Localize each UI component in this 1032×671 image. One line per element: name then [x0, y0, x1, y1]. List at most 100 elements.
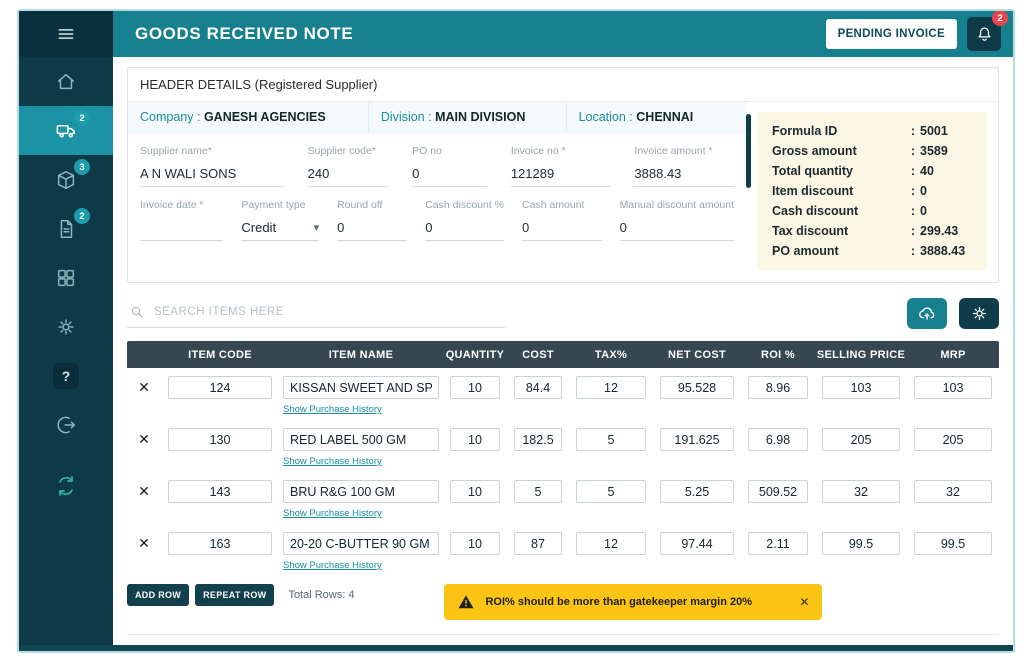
document-icon [55, 218, 77, 240]
sidebar-item-apps[interactable] [19, 253, 113, 302]
sidebar-item-settings[interactable] [19, 302, 113, 351]
sidebar-item-home[interactable] [19, 57, 113, 106]
roi-cell[interactable] [748, 376, 808, 399]
table-row: ✕ Show Purchase History [127, 524, 999, 576]
selling-price-cell[interactable] [822, 532, 900, 555]
company-row: Company : GANESH AGENCIES Division : MAI… [128, 102, 746, 133]
hamburger-menu-button[interactable] [19, 11, 113, 57]
fields-row-1: Supplier name* Supplier code* PO no [128, 133, 746, 187]
roi-cell[interactable] [748, 532, 808, 555]
sidebar-item-goods-received[interactable]: 2 [19, 106, 113, 155]
tax-cell[interactable] [576, 480, 646, 503]
table-row: ✕ Show Purchase History [127, 472, 999, 524]
cloud-upload-button[interactable] [907, 298, 947, 329]
search-row [127, 298, 999, 329]
col-cost: COST [522, 348, 554, 361]
formula-value: 40 [920, 164, 934, 178]
mrp-cell[interactable] [914, 532, 992, 555]
net-cost-cell[interactable] [660, 376, 734, 399]
formula-separator: : [910, 144, 916, 158]
mrp-cell[interactable] [914, 428, 992, 451]
tax-cell[interactable] [576, 376, 646, 399]
cost-cell[interactable] [514, 428, 562, 451]
supplier-code-label: Supplier code* [307, 145, 376, 157]
selling-price-cell[interactable] [822, 480, 900, 503]
col-item-name: ITEM NAME [328, 348, 394, 361]
delete-row-icon[interactable]: ✕ [138, 535, 150, 551]
po-no-field[interactable] [412, 164, 487, 187]
payment-type-value: Credit [241, 220, 277, 235]
cost-cell[interactable] [514, 480, 562, 503]
item-name-cell[interactable] [283, 376, 439, 399]
division-value: MAIN DIVISION [435, 110, 526, 124]
delete-row-icon[interactable]: ✕ [138, 431, 150, 447]
table-settings-button[interactable] [959, 298, 999, 329]
company-value: GANESH AGENCIES [203, 110, 326, 124]
quantity-cell[interactable] [450, 428, 500, 451]
show-purchase-history-link[interactable]: Show Purchase History [283, 560, 382, 571]
supplier-name-field[interactable] [140, 164, 284, 187]
item-name-cell[interactable] [283, 532, 439, 555]
net-cost-cell[interactable] [660, 428, 734, 451]
repeat-row-button[interactable]: REPEAT ROW [195, 584, 275, 606]
search-items-input[interactable] [154, 306, 503, 318]
item-name-cell[interactable] [283, 480, 439, 503]
cost-cell[interactable] [514, 532, 562, 555]
item-name-cell[interactable] [283, 428, 439, 451]
cash-discount-pct-field[interactable] [425, 218, 505, 241]
sidebar-item-sync[interactable] [19, 461, 113, 510]
show-purchase-history-link[interactable]: Show Purchase History [283, 456, 382, 467]
invoice-amount-field[interactable] [634, 164, 734, 187]
window-bottom-edge [19, 645, 1013, 651]
caret-down-icon: ▾ [313, 222, 320, 234]
roi-cell[interactable] [748, 428, 808, 451]
invoice-date-field[interactable] [140, 218, 224, 241]
quantity-cell[interactable] [450, 376, 500, 399]
gear-icon [970, 304, 989, 323]
item-code-cell[interactable] [168, 532, 272, 555]
sidebar-item-purchase[interactable]: 3 [19, 155, 113, 204]
formula-label: Total quantity [772, 164, 854, 178]
selling-price-cell[interactable] [822, 428, 900, 451]
formula-label: Gross amount [772, 144, 857, 158]
po-no-label: PO no [412, 145, 442, 157]
close-icon[interactable]: ✕ [799, 595, 810, 609]
payment-type-select[interactable]: Credit ▾ [241, 218, 320, 241]
delete-row-icon[interactable]: ✕ [138, 483, 150, 499]
manual-discount-field[interactable] [619, 218, 735, 241]
supplier-code-field[interactable] [307, 164, 389, 187]
table-header-row: ITEM CODE ITEM NAME QUANTITY COST TAX% N… [127, 341, 999, 368]
tax-cell[interactable] [576, 532, 646, 555]
item-code-cell[interactable] [168, 428, 272, 451]
invoice-no-field[interactable] [510, 164, 611, 187]
item-code-cell[interactable] [168, 376, 272, 399]
cash-amount-field[interactable] [522, 218, 602, 241]
formula-separator: : [910, 224, 916, 238]
sidebar-item-logout[interactable] [19, 400, 113, 449]
roi-cell[interactable] [748, 480, 808, 503]
sidebar-item-invoice[interactable]: 2 [19, 204, 113, 253]
item-code-cell[interactable] [168, 480, 272, 503]
col-tax: TAX% [594, 348, 628, 361]
delete-row-icon[interactable]: ✕ [138, 379, 150, 395]
formula-separator: : [910, 244, 916, 258]
app-window: 2 3 2 ? [17, 9, 1015, 653]
round-off-field[interactable] [337, 218, 408, 241]
mrp-cell[interactable] [914, 480, 992, 503]
home-icon [55, 71, 77, 93]
scrollbar-thumb[interactable] [746, 114, 751, 188]
pending-invoice-button[interactable]: PENDING INVOICE [825, 19, 957, 49]
show-purchase-history-link[interactable]: Show Purchase History [283, 508, 382, 519]
net-cost-cell[interactable] [660, 532, 734, 555]
sidebar-item-help[interactable]: ? [19, 351, 113, 400]
show-purchase-history-link[interactable]: Show Purchase History [283, 404, 382, 415]
tax-cell[interactable] [576, 428, 646, 451]
quantity-cell[interactable] [450, 480, 500, 503]
add-row-button[interactable]: ADD ROW [127, 584, 190, 606]
selling-price-cell[interactable] [822, 376, 900, 399]
quantity-cell[interactable] [450, 532, 500, 555]
cost-cell[interactable] [514, 376, 562, 399]
mrp-cell[interactable] [914, 376, 992, 399]
net-cost-cell[interactable] [660, 480, 734, 503]
notifications-button[interactable]: 2 [967, 11, 1008, 51]
